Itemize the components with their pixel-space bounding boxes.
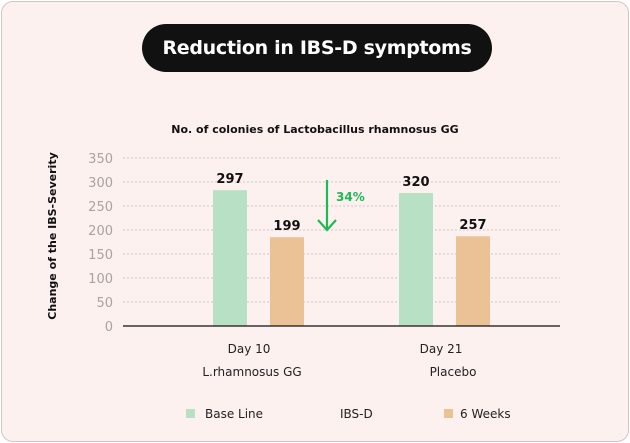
x-tick-day-0: Day 10 [228,342,271,356]
legend-label-6weeks: 6 Weeks [460,407,511,421]
y-tick-label: 300 [88,176,113,191]
x-tick-group-0: L.rhamnosus GG [202,365,301,379]
legend-label-middle: IBS-D [340,407,373,421]
x-tick-day-1: Day 21 [420,342,463,356]
chart-subtitle: No. of colonies of Lactobacillus rhamnos… [171,123,458,136]
y-tick-label: 100 [88,272,113,287]
annotation-arrow [317,180,337,232]
bar-baseline-0 [213,190,247,326]
bar-6weeks-0 [270,237,304,326]
data-label: 297 [216,172,243,187]
legend-swatch-6weeks [444,409,453,418]
data-label: 199 [273,219,300,234]
y-tick-label: 350 [88,152,113,167]
legend-swatch-baseline [186,409,195,418]
y-axis-label: Change of the IBS-Severity [46,152,59,319]
x-tick-group-1: Placebo [430,365,477,379]
data-label: 320 [402,175,429,190]
y-tick-label: 250 [88,200,113,215]
legend-label-baseline: Base Line [205,407,263,421]
bar-baseline-1 [399,193,433,326]
data-label: 257 [459,218,486,233]
y-tick-label: 150 [88,248,113,263]
annotation-percent: 34% [336,190,365,204]
bar-6weeks-1 [456,236,490,326]
y-tick-label: 0 [105,320,113,335]
y-tick-label: 200 [88,224,113,239]
y-tick-label: 50 [96,296,113,311]
chart-title: Reduction in IBS-D symptoms [142,24,492,72]
